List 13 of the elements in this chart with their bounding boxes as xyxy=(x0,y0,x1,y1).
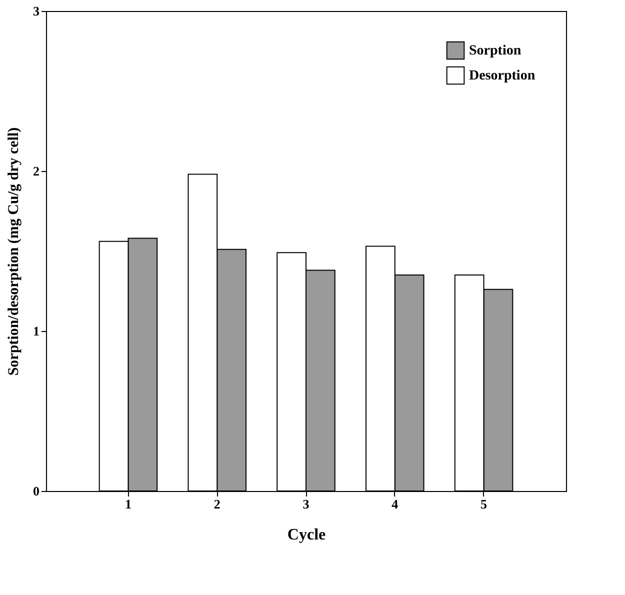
x-tick-label: 2 xyxy=(214,496,220,512)
x-tick-label: 4 xyxy=(392,496,399,512)
y-tick-label: 3 xyxy=(33,4,40,18)
x-tick-label: 3 xyxy=(302,496,310,512)
y-tick-label: 1 xyxy=(33,324,40,338)
x-axis-title: Cycle xyxy=(287,526,326,544)
x-tick-label: 5 xyxy=(480,496,488,512)
y-tick-label: 0 xyxy=(33,484,40,498)
x-tick-label: 1 xyxy=(124,496,132,512)
legend-label: Sorption xyxy=(469,44,522,58)
legend-label: Desorption xyxy=(469,68,536,84)
y-axis-title: Sorption/desorption (mg Cu/g dry cell) xyxy=(6,127,22,376)
y-tick-label: 2 xyxy=(33,164,40,178)
